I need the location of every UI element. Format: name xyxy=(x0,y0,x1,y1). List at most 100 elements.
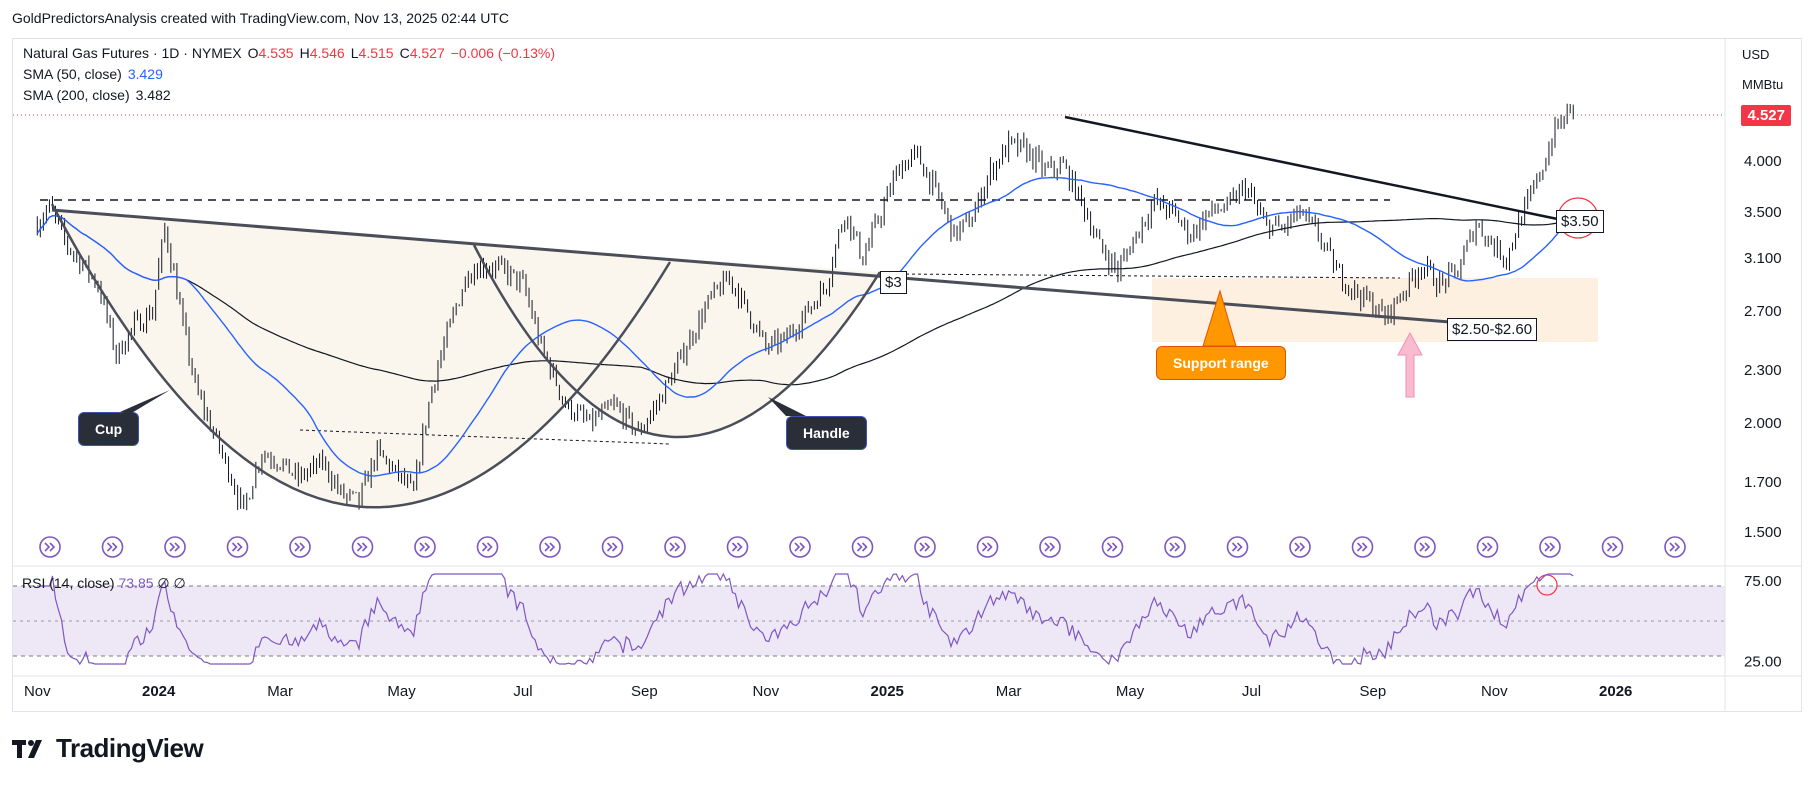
event-chevron-icon xyxy=(794,542,806,552)
time-tick-label: Jul xyxy=(1241,683,1262,700)
cup-bottom-dotted-line xyxy=(299,429,671,445)
event-chevron-icon xyxy=(1044,542,1056,552)
event-chevron-icon xyxy=(544,542,556,552)
support-range-label: $2.50-$2.60 xyxy=(1447,318,1538,341)
rsi-line xyxy=(40,572,1574,666)
price-tick-label: 3.100 xyxy=(1744,250,1782,267)
event-chevron-icon xyxy=(981,542,993,552)
event-chevron-icon xyxy=(1544,542,1556,552)
event-chevron-icon xyxy=(106,542,118,552)
instrument-name: Natural Gas Futures · 1D · NYMEX xyxy=(23,45,242,61)
chart-caption: GoldPredictorsAnalysis created with Trad… xyxy=(12,10,509,26)
event-chevron-icon xyxy=(1169,542,1181,552)
open-label: O xyxy=(247,45,259,61)
unit-label[interactable]: MMBtu xyxy=(1742,77,1784,92)
event-chevron-icon xyxy=(669,542,681,552)
cup-badge: Cup xyxy=(78,412,140,446)
event-chevron-icon xyxy=(1231,542,1243,552)
cup-curve xyxy=(50,203,672,509)
price-tick-label: 1.700 xyxy=(1744,474,1782,491)
tradingview-brand: TradingView xyxy=(56,733,204,763)
time-tick-label: May xyxy=(1115,683,1145,700)
low-label: L xyxy=(350,45,359,61)
currency-label[interactable]: USD xyxy=(1742,47,1770,62)
support-range-badge: Support range xyxy=(1156,346,1286,380)
event-chevron-icon xyxy=(1669,542,1681,552)
time-tick-label: Mar xyxy=(267,683,294,700)
low-value: 4.515 xyxy=(358,45,394,61)
time-tick-label: Nov xyxy=(752,683,780,700)
rsi-legend[interactable]: RSI (14, close) 73.85 ∅ ∅ xyxy=(22,575,186,592)
sma50-label: SMA (50, close) xyxy=(23,66,122,82)
instrument-legend: Natural Gas Futures · 1D · NYMEX O4.535 H4… xyxy=(23,45,561,61)
event-chevron-icon xyxy=(1356,542,1368,552)
sma-50-line xyxy=(36,176,1574,477)
three-dollar-label: $3 xyxy=(880,271,907,294)
time-tick-label: Nov xyxy=(23,683,51,700)
time-tick-label: 2024 xyxy=(142,683,176,700)
rsi-value: 73.85 xyxy=(118,575,154,591)
high-label: H xyxy=(299,45,310,61)
open-value: 4.535 xyxy=(258,45,294,61)
handle-curve xyxy=(472,244,882,439)
sma200-label: SMA (200, close) xyxy=(23,87,130,103)
event-chevron-icon xyxy=(1106,542,1118,552)
rsi-label: RSI (14, close) xyxy=(22,575,115,591)
rsi-extra-1: ∅ xyxy=(157,575,170,591)
time-tick-label: Sep xyxy=(631,683,658,700)
last-price-tag: 4.527 xyxy=(1741,105,1791,126)
event-chevron-icon xyxy=(481,542,493,552)
price-tick-label: 2.300 xyxy=(1744,362,1782,379)
price-candles xyxy=(36,103,1574,511)
handle-badge: Handle xyxy=(786,416,867,450)
rsi-tick-label: 75.00 xyxy=(1744,573,1782,590)
sma-200-line xyxy=(36,215,1574,386)
sma200-value: 3.482 xyxy=(135,87,171,103)
event-chevron-icon xyxy=(294,542,306,552)
time-tick-label: Mar xyxy=(995,683,1022,700)
rsi-extra-2: ∅ xyxy=(173,575,186,591)
event-icons xyxy=(39,536,1686,558)
rsi-tick-label: 25.00 xyxy=(1744,653,1782,670)
three-dollar-dotted-line xyxy=(899,273,1401,279)
price-tick-label: 4.000 xyxy=(1744,153,1782,170)
sma50-legend[interactable]: SMA (50, close) 3.429 xyxy=(23,66,169,82)
change-value: −0.006 (−0.13%) xyxy=(450,45,556,61)
price-tick-label: 2.700 xyxy=(1744,303,1782,320)
event-chevron-icon xyxy=(606,542,618,552)
rsi-axis: 25.00 75.00 xyxy=(1744,573,1782,671)
price-tick-label: 3.500 xyxy=(1744,204,1782,221)
event-chevron-icon xyxy=(856,542,868,552)
time-tick-label: 2026 xyxy=(1599,683,1633,700)
close-value: 4.527 xyxy=(409,45,445,61)
event-chevron-icon xyxy=(919,542,931,552)
footer-brand[interactable]: TradingView xyxy=(12,733,204,764)
event-chevron-icon xyxy=(44,542,56,552)
time-tick-label: Jul xyxy=(513,683,533,700)
price-tick-label: 1.500 xyxy=(1744,524,1782,541)
chart-frame xyxy=(12,38,1802,712)
event-chevron-icon xyxy=(1419,542,1431,552)
time-tick-label: Sep xyxy=(1359,683,1387,700)
event-chevron-icon xyxy=(231,542,243,552)
event-chevron-icon xyxy=(1606,542,1618,552)
event-chevron-icon xyxy=(1481,542,1493,552)
time-tick-label: 2025 xyxy=(870,683,904,700)
price-axis: 1.500 1.700 2.000 2.300 2.700 3.100 3.500 4.000 xyxy=(1744,153,1782,541)
tradingview-logo-icon xyxy=(12,739,42,758)
event-chevron-icon xyxy=(356,542,368,552)
three-fifty-label: $3.50 xyxy=(1556,210,1604,233)
high-value: 4.546 xyxy=(309,45,345,61)
event-chevron-icon xyxy=(1294,542,1306,552)
sma200-legend[interactable]: SMA (200, close) 3.482 xyxy=(23,87,177,103)
descending-trendline xyxy=(1064,115,1573,224)
bounce-arrow xyxy=(1397,331,1423,398)
price-tick-label: 2.000 xyxy=(1744,415,1782,432)
event-chevron-icon xyxy=(419,542,431,552)
event-chevron-icon xyxy=(731,542,743,552)
close-label: C xyxy=(399,45,410,61)
time-tick-label: Nov xyxy=(1480,683,1508,700)
sma50-value: 3.429 xyxy=(127,66,163,82)
time-tick-label: May xyxy=(387,683,416,700)
